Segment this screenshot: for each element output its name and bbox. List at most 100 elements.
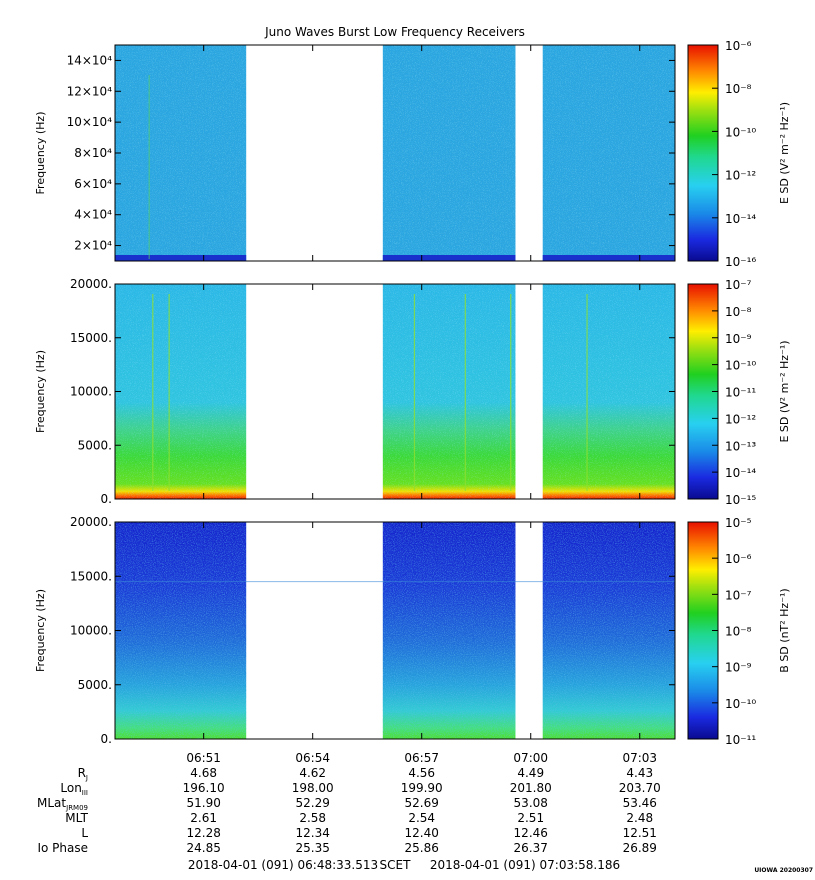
spectrogram-noise — [382, 284, 516, 499]
colorbar-tick-label: 10⁻¹⁵ — [725, 493, 756, 507]
spectrogram-noise — [542, 522, 675, 739]
ephemeris-value: 53.08 — [514, 796, 548, 810]
ephemeris-value: 2.61 — [190, 811, 217, 825]
ephemeris-value: 51.90 — [186, 796, 220, 810]
x-tick-label: 06:51 — [186, 751, 221, 765]
y-tick-label: 0. — [101, 492, 112, 506]
ephemeris-value: 203.70 — [619, 781, 661, 795]
y-tick-label: 0. — [101, 732, 112, 746]
ephemeris-value: 2.51 — [517, 811, 544, 825]
time-frame-label: SCET — [380, 858, 412, 872]
spectrogram-panel-middle: 0. 5000. 10000. 15000. 20000. Frequency (Hz) 1… — [34, 277, 791, 507]
colorbar-top: 10⁻⁶ 10⁻⁸ 10⁻¹⁰ 10⁻¹² 10⁻¹⁴ 10⁻¹⁶ E SD (V² m⁻²… — [687, 39, 791, 269]
colorbar-tick-label: 10⁻¹³ — [725, 439, 756, 453]
spectrogram-panel-top: 2×10⁴ 4×10⁴ 6×10⁴ 8×10⁴ 10×10⁴ 12×10⁴ 14×10⁴ Fr… — [34, 39, 791, 269]
colorbar-tick-label: 10⁻⁹ — [725, 332, 752, 346]
ephemeris-row-subscript: JRM09 — [65, 804, 88, 812]
ephemeris-value: 4.49 — [517, 766, 544, 780]
x-tick-label: 06:57 — [404, 751, 439, 765]
colorbar-tick-label: 10⁻¹⁰ — [725, 697, 756, 711]
ephemeris-value: 4.56 — [408, 766, 435, 780]
colorbar-tick-label: 10⁻⁵ — [725, 516, 752, 530]
colorbar-tick-label: 10⁻⁶ — [725, 39, 752, 53]
spectrogram-noise — [542, 45, 675, 261]
y-tick-label: 5000. — [78, 438, 112, 452]
ephemeris-value: 12.51 — [623, 826, 657, 840]
spectrogram-panel-bottom: 0. 5000. 10000. 15000. 20000. Frequency (Hz) 1… — [34, 515, 791, 747]
ephemeris-value: 4.43 — [626, 766, 653, 780]
ephemeris-value: 26.89 — [623, 841, 657, 855]
colorbar-bottom: 10⁻⁵ 10⁻⁶ 10⁻⁷ 10⁻⁸ 10⁻⁹ 10⁻¹⁰ 10⁻¹¹ B SD (nT² … — [687, 516, 791, 747]
y-axis-label: Frequency (Hz) — [34, 350, 47, 433]
colorbar-tick-label: 10⁻¹⁰ — [725, 125, 756, 139]
spectrogram-noise — [115, 522, 247, 739]
colorbar-middle: 10⁻⁷ 10⁻⁸ 10⁻⁹ 10⁻¹⁰ 10⁻¹¹ 10⁻¹² 10⁻¹³ 10⁻¹⁴ 10⁻… — [687, 278, 791, 507]
colorbar-tick-label: 10⁻¹⁴ — [725, 466, 756, 480]
colorbar-tick-label: 10⁻¹² — [725, 412, 756, 426]
x-tick-label: 06:54 — [295, 751, 330, 765]
ephemeris-row-label: LonIII — [60, 781, 88, 797]
ephemeris-value: 2.48 — [626, 811, 653, 825]
low-frequency-band — [542, 255, 675, 261]
ephemeris-value: 12.46 — [514, 826, 548, 840]
spectrogram-noise — [382, 522, 516, 739]
x-tick-label: 07:00 — [513, 751, 548, 765]
colorbar-tick-label: 10⁻¹¹ — [725, 386, 756, 400]
y-tick-label: 20000. — [70, 277, 112, 291]
time-range-footer: 2018-04-01 (091) 06:48:33.513 SCET 2018-… — [188, 858, 620, 872]
ephemeris-value: 52.69 — [405, 796, 439, 810]
ephemeris-row-label: MLT — [65, 811, 88, 825]
plot-title: Juno Waves Burst Low Frequency Receivers — [264, 25, 525, 39]
ephemeris-value: 4.68 — [190, 766, 217, 780]
colorbar-tick-label: 10⁻¹⁴ — [725, 212, 756, 226]
y-tick-label: 5000. — [78, 678, 112, 692]
ephemeris-row-subscript: J — [85, 774, 88, 782]
ephemeris-value: 24.85 — [186, 841, 220, 855]
colorbar-label: B SD (nT² Hz⁻¹) — [778, 588, 791, 672]
colorbar-tick-label: 10⁻¹⁰ — [725, 359, 756, 373]
spectrogram-noise — [542, 284, 675, 499]
ephemeris-value: 12.34 — [296, 826, 330, 840]
colorbar-tick-label: 10⁻⁷ — [725, 588, 752, 602]
ephemeris-value: 25.86 — [405, 841, 439, 855]
y-tick-label: 10000. — [70, 624, 112, 638]
y-tick-label: 10000. — [70, 385, 112, 399]
y-tick-label: 6×10⁴ — [74, 177, 112, 191]
spectrogram-noise — [115, 45, 247, 261]
x-tick-label: 07:03 — [622, 751, 657, 765]
y-tick-label: 2×10⁴ — [74, 239, 112, 253]
ephemeris-value: 26.37 — [514, 841, 548, 855]
y-tick-label: 14×10⁴ — [67, 53, 113, 67]
low-frequency-band — [382, 255, 516, 261]
y-tick-label: 10×10⁴ — [67, 115, 113, 129]
colorbar-tick-label: 10⁻⁸ — [725, 625, 752, 639]
x-axis-labels: 06:51 06:54 06:57 07:00 07:03 — [186, 751, 657, 765]
ephemeris-value: 199.90 — [401, 781, 443, 795]
ephemeris-value: 25.35 — [296, 841, 330, 855]
colorbar-tick-label: 10⁻¹¹ — [725, 733, 756, 747]
y-axis-label: Frequency (Hz) — [34, 112, 47, 195]
colorbar-label: E SD (V² m⁻² Hz⁻¹) — [778, 340, 791, 442]
ephemeris-row-subscript: III — [82, 789, 88, 797]
y-tick-label: 8×10⁴ — [74, 146, 112, 160]
ephemeris-row-label: RJ — [78, 766, 88, 782]
colorbar-tick-label: 10⁻¹² — [725, 169, 756, 183]
y-tick-label: 20000. — [70, 515, 112, 529]
ephemeris-row-label: Io Phase — [37, 841, 88, 855]
ephemeris-value: 201.80 — [510, 781, 552, 795]
y-tick-label: 4×10⁴ — [74, 208, 112, 222]
colorbar-label: E SD (V² m⁻² Hz⁻¹) — [778, 102, 791, 204]
institution-stamp: UIOWA 20200307 — [754, 867, 813, 874]
colorbar-tick-label: 10⁻⁸ — [725, 305, 752, 319]
colorbar-tick-label: 10⁻⁸ — [725, 82, 752, 96]
ephemeris-value: 53.46 — [623, 796, 657, 810]
ephemeris-value: 198.00 — [292, 781, 334, 795]
y-tick-label: 12×10⁴ — [67, 84, 113, 98]
ephemeris-value: 2.58 — [299, 811, 326, 825]
y-axis-label: Frequency (Hz) — [34, 589, 47, 672]
ephemeris-value: 4.62 — [299, 766, 326, 780]
ephemeris-value: 2.54 — [408, 811, 435, 825]
y-tick-label: 15000. — [70, 569, 112, 583]
ephemeris-value: 196.10 — [183, 781, 225, 795]
